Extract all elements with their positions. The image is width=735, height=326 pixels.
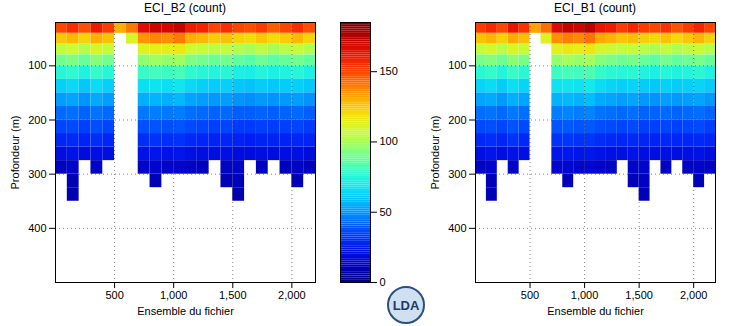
svg-text:500: 500: [105, 289, 123, 301]
svg-text:1,500: 1,500: [219, 289, 247, 301]
svg-text:0: 0: [380, 276, 386, 288]
svg-text:200: 200: [28, 114, 46, 126]
svg-text:1,500: 1,500: [625, 289, 653, 301]
svg-text:2,000: 2,000: [680, 289, 708, 301]
svg-text:200: 200: [448, 114, 466, 126]
svg-text:400: 400: [28, 222, 46, 234]
svg-text:300: 300: [28, 168, 46, 180]
svg-text:150: 150: [380, 65, 398, 77]
svg-text:500: 500: [521, 289, 539, 301]
html-text:ECI_B2 (count): ECI_B2 (count): [144, 1, 226, 15]
svg-text:1,000: 1,000: [571, 289, 599, 301]
svg-text:300: 300: [448, 168, 466, 180]
svg-text:1,000: 1,000: [160, 289, 188, 301]
html-text:ECI_B1 (count): ECI_B1 (count): [554, 1, 636, 15]
svg-text:Ensemble du fichier: Ensemble du fichier: [137, 305, 234, 317]
svg-text:Profondeur (m): Profondeur (m): [429, 116, 441, 190]
svg-text:50: 50: [380, 206, 392, 218]
svg-text:100: 100: [380, 135, 398, 147]
svg-text:2,000: 2,000: [278, 289, 306, 301]
svg-text:LDA: LDA: [393, 298, 420, 313]
svg-text:100: 100: [28, 59, 46, 71]
svg-text:100: 100: [448, 59, 466, 71]
svg-text:Ensemble du fichier: Ensemble du fichier: [547, 305, 644, 317]
svg-text:Profondeur (m): Profondeur (m): [9, 116, 21, 190]
svg-text:400: 400: [448, 222, 466, 234]
